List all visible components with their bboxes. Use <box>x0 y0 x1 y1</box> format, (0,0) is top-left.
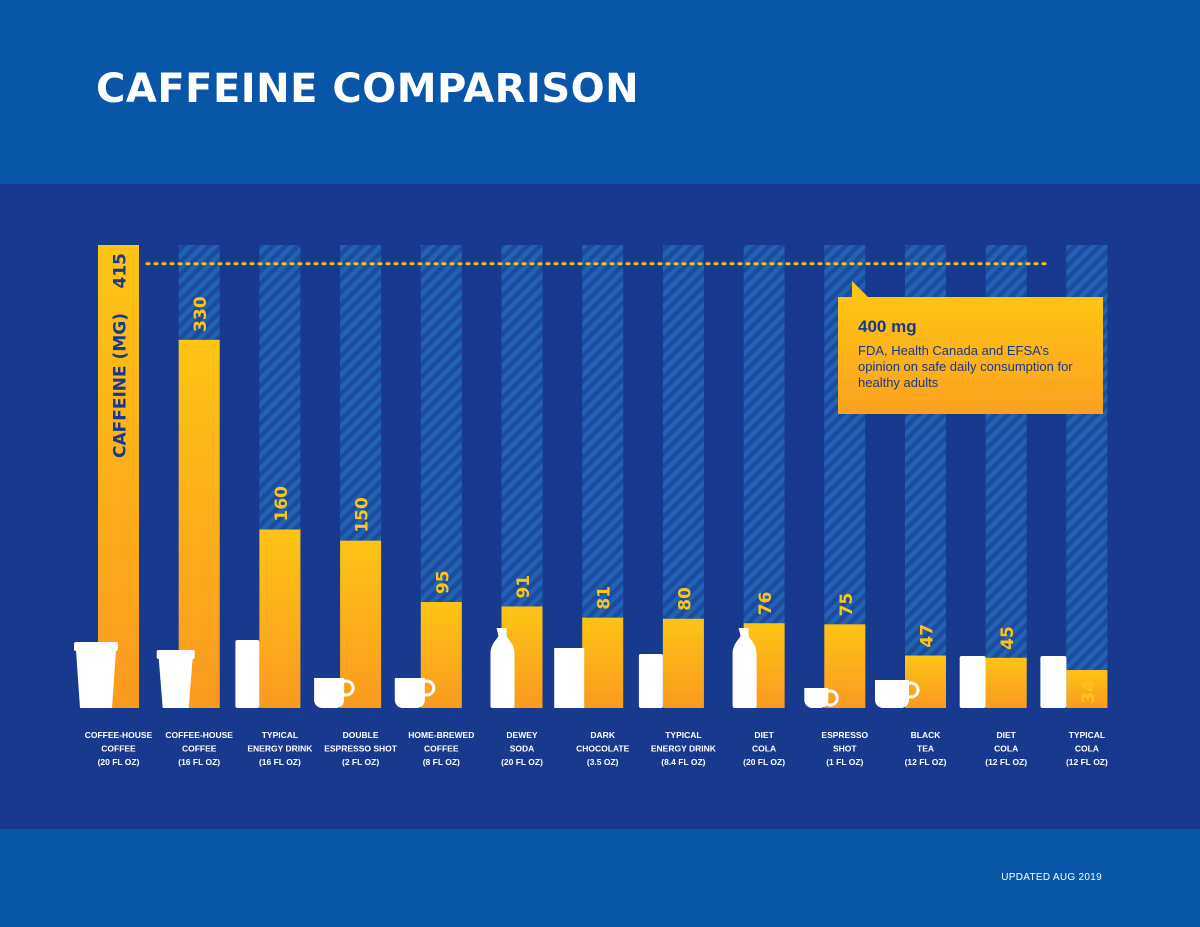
category-label: (20 FL OZ) <box>501 757 543 767</box>
value-label: 75 <box>837 593 857 617</box>
category-label: COLA <box>994 744 1018 754</box>
category-label: (16 FL OZ) <box>259 757 301 767</box>
bar <box>662 618 704 708</box>
category-label: (2 FL OZ) <box>342 757 379 767</box>
category-label: DARK <box>590 730 615 740</box>
category-label: DIET <box>997 730 1017 740</box>
value-label: 150 <box>353 497 373 533</box>
category-label: (12 FL OZ) <box>1066 757 1108 767</box>
category-label: COFFEE <box>101 744 136 754</box>
category-label: (12 FL OZ) <box>905 757 947 767</box>
category-label: COFFEE-HOUSE <box>85 730 153 740</box>
value-label: 160 <box>272 486 292 522</box>
category-label: (3.5 OZ) <box>587 757 619 767</box>
category-label: SHOT <box>833 744 857 754</box>
category-label: (16 FL OZ) <box>178 757 220 767</box>
category-label: (8.4 FL OZ) <box>661 757 705 767</box>
page-title: CAFFEINE COMPARISON <box>96 66 640 112</box>
value-label: 330 <box>191 296 211 332</box>
y-axis-label: CAFFEINE (MG) <box>111 313 131 458</box>
value-label: 34 <box>1079 680 1099 704</box>
category-label: ESPRESSO SHOT <box>324 744 398 754</box>
cup-icon <box>74 642 118 708</box>
category-labels: COFFEE-HOUSE COFFEE (20 FL OZ) COFFEE-HOUSE… <box>85 730 1108 767</box>
value-label: 80 <box>675 587 695 611</box>
bar <box>582 617 624 708</box>
category-label: (1 FL OZ) <box>826 757 863 767</box>
category-label: ENERGY DRINK <box>247 744 313 754</box>
can-icon <box>638 654 663 708</box>
callout-value: 400 mg <box>858 317 917 336</box>
value-label: 47 <box>918 624 938 648</box>
cup-icon <box>156 650 195 708</box>
updated-date: UPDATED AUG 2019 <box>1001 872 1102 883</box>
bar <box>178 339 220 708</box>
value-label: 81 <box>595 586 615 610</box>
bar <box>824 624 866 708</box>
bar <box>259 529 301 708</box>
category-label: COFFEE <box>424 744 459 754</box>
category-label: CHOCOLATE <box>576 744 630 754</box>
can-icon <box>959 656 986 708</box>
category-label: COFFEE-HOUSE <box>165 730 233 740</box>
category-label: HOME-BREWED <box>408 730 474 740</box>
category-label: COLA <box>752 744 776 754</box>
category-label: TYPICAL <box>1069 730 1105 740</box>
can-icon <box>235 640 260 708</box>
value-label: 45 <box>998 626 1018 650</box>
bars <box>98 245 1108 708</box>
category-label: COFFEE <box>182 744 217 754</box>
category-label: COLA <box>1075 744 1099 754</box>
bar-icon <box>554 648 585 708</box>
callout-text: FDA, Health Canada and EFSA’s opinion on… <box>858 343 1073 390</box>
bar <box>420 602 462 708</box>
category-label: (20 FL OZ) <box>743 757 785 767</box>
bar <box>340 540 382 708</box>
category-label: ENERGY DRINK <box>651 744 717 754</box>
bar <box>98 245 139 708</box>
category-label: (12 FL OZ) <box>985 757 1027 767</box>
callout-pointer <box>852 281 868 297</box>
mug-icon <box>394 678 436 708</box>
bar <box>1066 670 1108 708</box>
category-label: (8 FL OZ) <box>423 757 460 767</box>
bar <box>985 657 1027 708</box>
bottle-icon <box>490 628 515 708</box>
mug-icon <box>804 688 839 708</box>
value-label: 95 <box>433 570 453 594</box>
category-label: TYPICAL <box>262 730 298 740</box>
category-label: TYPICAL <box>665 730 701 740</box>
category-label: ESPRESSO <box>821 730 868 740</box>
category-label: (20 FL OZ) <box>98 757 140 767</box>
category-label: SODA <box>510 744 535 754</box>
bottle-icon <box>732 628 757 708</box>
value-label: 91 <box>514 575 534 599</box>
category-label: DIET <box>754 730 774 740</box>
category-label: TEA <box>917 744 934 754</box>
category-label: DOUBLE <box>343 730 379 740</box>
mug-icon <box>875 680 920 708</box>
mug-icon <box>314 678 355 708</box>
value-label: 415 <box>111 253 131 289</box>
value-labels: 415 330 160 150 95 91 81 80 76 75 47 45 34 <box>111 253 1099 704</box>
category-label: DEWEY <box>506 730 538 740</box>
can-icon <box>1040 656 1067 708</box>
safe-limit-callout: 400 mg FDA, Health Canada and EFSA’s opi… <box>838 297 1103 414</box>
value-label: 76 <box>756 592 776 616</box>
icons <box>74 628 1067 708</box>
category-label: BLACK <box>911 730 942 740</box>
